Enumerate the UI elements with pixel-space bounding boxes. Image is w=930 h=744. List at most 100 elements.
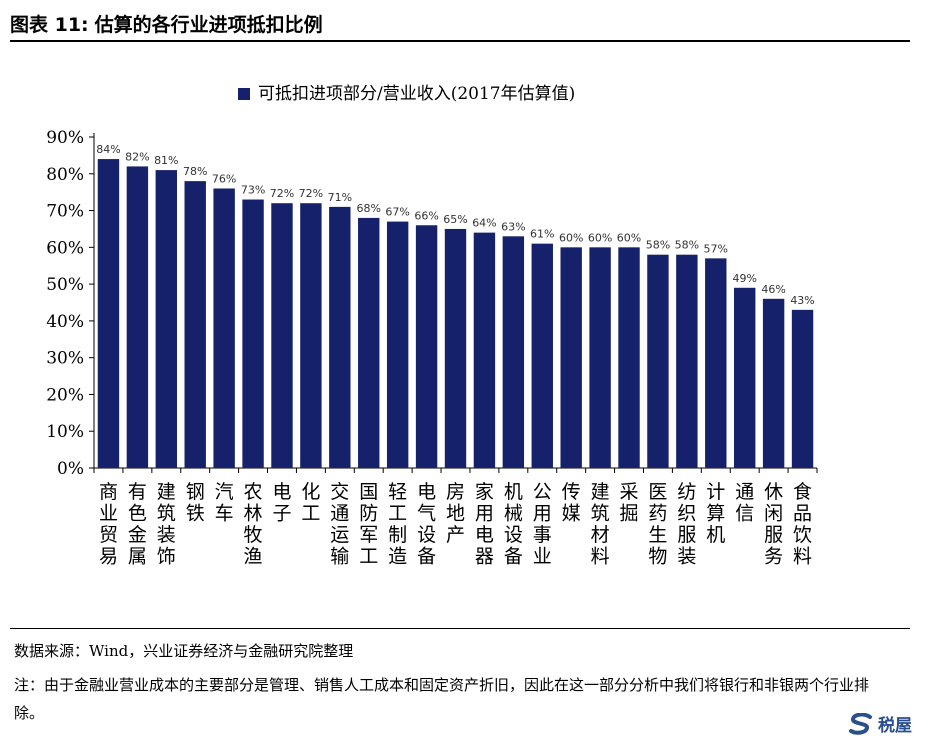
bar-value-label: 43%: [790, 294, 814, 307]
y-tick-label: 30%: [46, 349, 84, 369]
bar-value-label: 76%: [212, 172, 236, 185]
bar: [386, 221, 409, 468]
bar-chart: 可抵扣进项部分/营业收入(2017年估算值) 84% 82% 81% 78% 76% 73…: [46, 84, 818, 568]
bar-value-label: 64%: [472, 217, 496, 230]
bar: [502, 236, 525, 468]
bar: [329, 206, 351, 468]
bar: [531, 243, 553, 468]
x-tick-label: 医药生物: [648, 481, 667, 568]
bar: [358, 217, 380, 468]
chart-legend: 可抵扣进项部分/营业收入(2017年估算值): [238, 84, 575, 104]
bar: [126, 166, 149, 468]
bar-value-label: 72%: [270, 187, 294, 200]
x-tick-label: 机械设备: [504, 481, 523, 568]
legend-swatch: [238, 88, 250, 100]
y-tick-label: 0%: [57, 459, 84, 479]
x-tick-label: 汽车: [215, 481, 234, 525]
bar: [473, 232, 496, 468]
bar-value-label: 67%: [385, 206, 409, 219]
figure-label: 图表 11:: [10, 13, 89, 36]
x-tick-label: 通信: [735, 481, 754, 525]
bar-value-label: 68%: [357, 202, 381, 215]
bar-value-label: 78%: [183, 165, 207, 178]
s-logo-icon: [849, 712, 872, 735]
x-tick-label: 电气设备: [417, 481, 436, 568]
bar: [184, 181, 206, 468]
bar-value-label: 73%: [241, 184, 265, 197]
x-tick-label: 建筑材料: [591, 481, 610, 568]
x-tick-label: 公用事业: [533, 481, 552, 568]
x-tick-label: 纺织服装: [677, 481, 696, 568]
chart-x-ticks: 商业贸易有色金属建筑装饰钢铁汽车农林牧渔电子化工交通运输国防军工轻工制造电气设备…: [99, 481, 812, 568]
figure-title: 估算的各行业进项抵扣比例: [94, 13, 323, 36]
y-tick-label: 20%: [46, 385, 84, 405]
bar: [271, 203, 293, 468]
y-tick-label: 70%: [46, 202, 84, 222]
bar-value-label: 57%: [704, 242, 728, 255]
chart-value-labels: 84% 82% 81% 78% 76% 73% 72% 72% 71% 68% 67% 66% 65% 6…: [96, 143, 815, 307]
x-tick-label: 国防军工: [359, 481, 378, 568]
bar: [589, 247, 611, 468]
bar: [415, 225, 438, 468]
y-tick-label: 60%: [46, 238, 84, 258]
x-tick-label: 钢铁: [186, 481, 205, 525]
x-tick-label: 有色金属: [128, 481, 147, 568]
legend-label: 可抵扣进项部分/营业收入(2017年估算值): [258, 84, 575, 104]
bar-value-label: 82%: [125, 150, 149, 163]
bar: [762, 298, 785, 468]
bar: [97, 159, 120, 469]
figure-title-bar: 图表 11: 估算的各行业进项抵扣比例: [10, 6, 910, 42]
x-tick-label: 房地产: [446, 481, 465, 546]
bar-value-label: 71%: [328, 191, 352, 204]
bar: [242, 199, 264, 468]
y-tick-label: 40%: [46, 312, 84, 332]
bar: [560, 247, 582, 468]
bar-value-label: 46%: [761, 283, 785, 296]
x-tick-label: 交通运输: [330, 481, 349, 568]
chart-y-ticks: 0% 10% 20% 30% 40% 50% 60% 70% 80% 90%: [46, 128, 94, 479]
x-tick-label: 商业贸易: [99, 481, 118, 568]
x-tick-label: 传媒: [562, 481, 581, 525]
x-tick-label: 食品饮料: [793, 481, 812, 568]
y-tick-label: 90%: [46, 128, 84, 148]
footer-divider: [10, 628, 910, 629]
x-tick-label: 采掘: [620, 481, 639, 525]
bar-value-label: 65%: [443, 213, 467, 226]
bar-value-label: 66%: [414, 209, 438, 222]
bar-value-label: 49%: [732, 272, 756, 285]
bar: [676, 254, 698, 468]
x-tick-label: 计算机: [706, 481, 725, 546]
bar: [705, 258, 727, 468]
bar: [300, 203, 322, 468]
x-tick-label: 化工: [301, 481, 320, 525]
bar-value-label: 84%: [96, 143, 120, 156]
watermark: 税屋: [848, 711, 912, 736]
footnote: 注：由于金融业营业成本的主要部分是管理、销售人工成本和固定资产折旧，因此在这一部…: [14, 676, 870, 722]
bar-value-label: 60%: [588, 231, 612, 244]
bar-value-label: 58%: [675, 239, 699, 252]
x-tick-label: 休闲服务: [764, 481, 783, 568]
bar-value-label: 63%: [501, 220, 525, 233]
bar: [213, 188, 235, 468]
bar-value-label: 72%: [299, 187, 323, 200]
y-tick-label: 80%: [46, 165, 84, 185]
x-tick-label: 电子: [272, 481, 291, 525]
x-tick-label: 农林牧渔: [244, 481, 263, 568]
bar: [155, 170, 178, 468]
bar-value-label: 61%: [530, 228, 554, 241]
bar-value-label: 58%: [646, 239, 670, 252]
bar-value-label: 60%: [617, 231, 641, 244]
x-tick-label: 建筑装饰: [157, 481, 176, 568]
bar: [791, 309, 814, 468]
watermark-text: 税屋: [878, 716, 912, 736]
source-note: 数据来源：Wind，兴业证券经济与金融研究院整理: [14, 642, 354, 660]
bar: [733, 287, 756, 468]
y-tick-label: 50%: [46, 275, 84, 295]
chart-bars: [97, 159, 814, 469]
bar: [444, 228, 467, 468]
bar: [647, 254, 669, 468]
bar: [618, 247, 640, 468]
bar-value-label: 81%: [154, 154, 178, 167]
x-tick-label: 家用电器: [475, 481, 494, 568]
y-tick-label: 10%: [46, 422, 84, 442]
